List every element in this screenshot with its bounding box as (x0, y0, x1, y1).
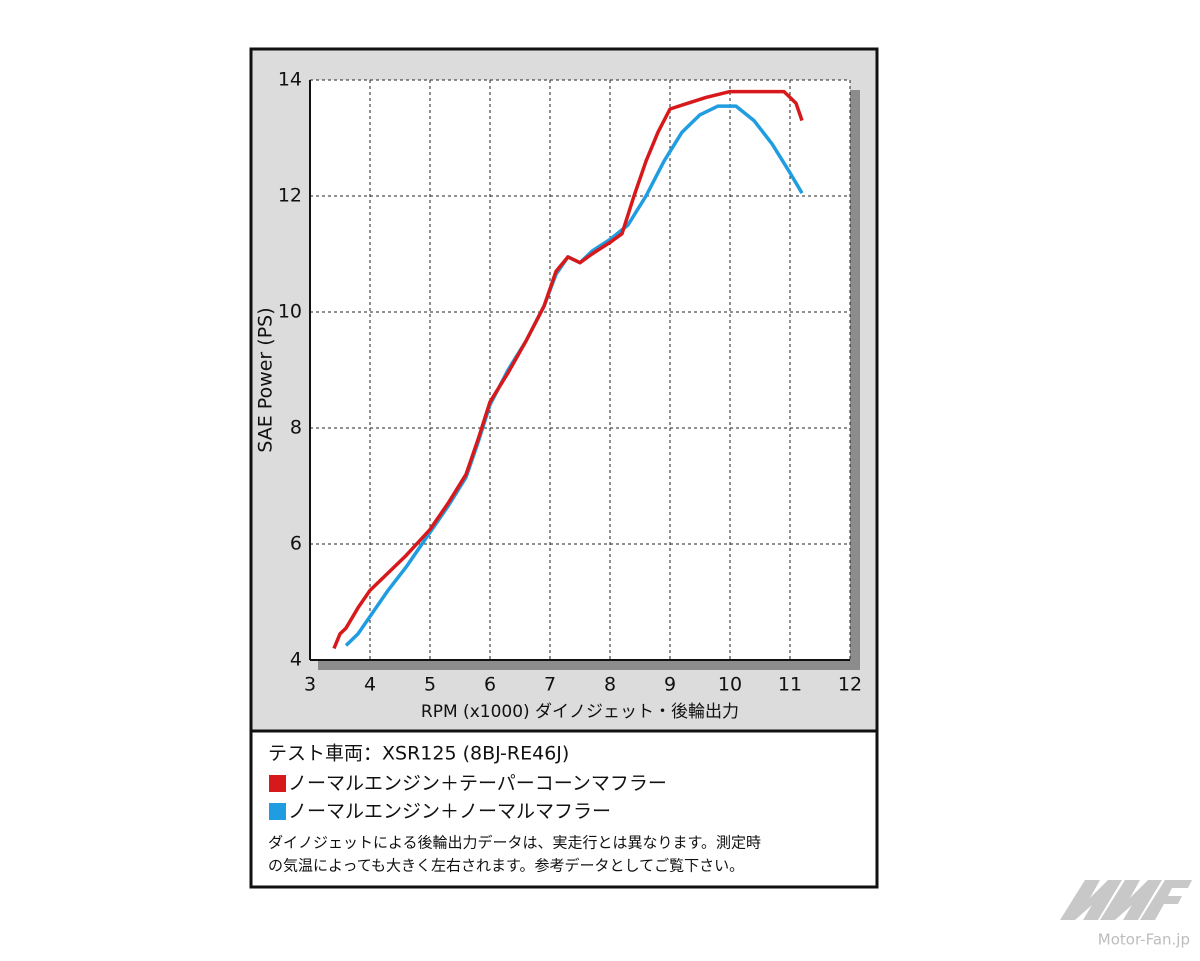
x-tick-label: 8 (604, 674, 616, 696)
y-axis-title: SAE Power (PS) (255, 307, 277, 452)
x-tick-label: 4 (364, 674, 376, 696)
logo (1060, 880, 1192, 920)
note: の気温によっても大きく左右されます。参考データとしてご覧下さい。 (268, 857, 744, 875)
legend-label: ノーマルエンジン＋テーパーコーンマフラー (288, 773, 667, 795)
legend-swatch (269, 775, 286, 792)
lines (332, 89, 804, 650)
y-tick-label: 12 (278, 185, 302, 207)
y-tick-label: 6 (290, 533, 302, 555)
legend-label: ノーマルエンジン＋ノーマルマフラー (288, 801, 611, 823)
y-tick-label: 10 (278, 301, 302, 323)
y-tick-label: 8 (290, 417, 302, 439)
plot-area (310, 80, 850, 660)
x-tick-label: 11 (778, 674, 802, 696)
legend-swatch (269, 803, 286, 820)
x-tick-label: 12 (838, 674, 862, 696)
series-line (332, 89, 804, 650)
x-tick-label: 3 (304, 674, 316, 696)
source: Motor-Fan.jp (1098, 931, 1190, 949)
x-tick-label: 10 (718, 674, 742, 696)
x-tick-label: 5 (424, 674, 436, 696)
y-tick-label: 14 (278, 69, 302, 91)
x-tick-label: 6 (484, 674, 496, 696)
y-tick-label: 4 (290, 649, 302, 671)
x-tick-label: 7 (544, 674, 556, 696)
x-axis-title: RPM (x1000) ダイノジェット・後輪出力 (421, 702, 739, 722)
note: ダイノジェットによる後輪出力データは、実走行とは異なります。測定時 (268, 834, 761, 852)
x-tick-label: 9 (664, 674, 676, 696)
legend-title: テスト車両：XSR125 (8BJ-RE46J) (268, 743, 569, 765)
